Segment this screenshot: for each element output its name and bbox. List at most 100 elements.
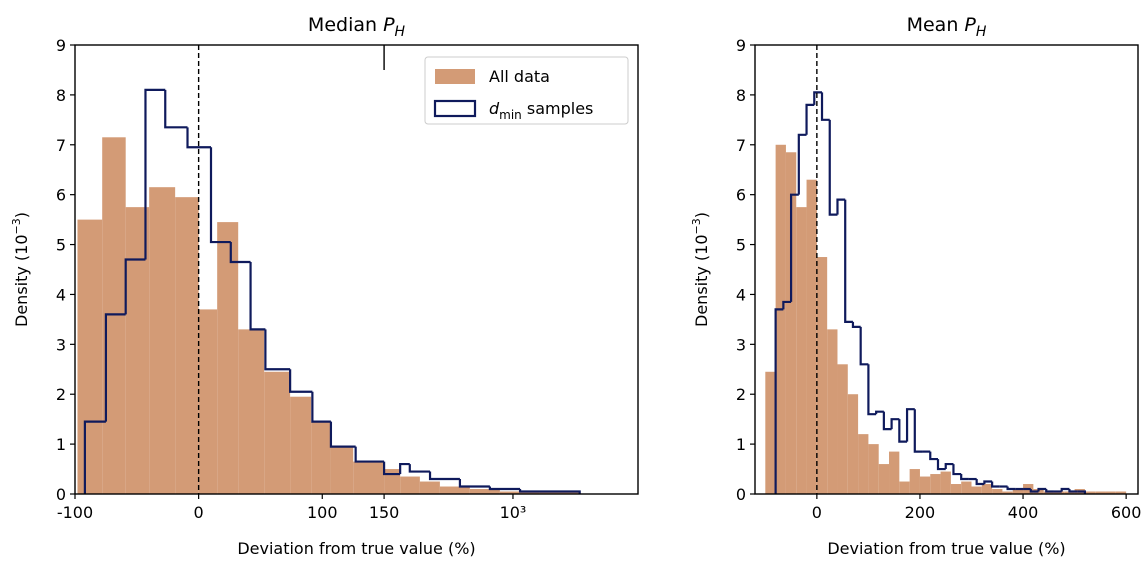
hist-step <box>354 446 385 463</box>
hist-bar <box>539 492 580 494</box>
hist-step <box>836 198 846 215</box>
hist-bar <box>125 207 150 494</box>
hist-bar <box>919 476 931 494</box>
hist-bar <box>1115 491 1127 494</box>
hist-step <box>782 300 792 310</box>
hist-bar <box>785 152 797 494</box>
hist-bar <box>1002 491 1013 494</box>
hist-step <box>991 481 1000 488</box>
hist-step <box>983 480 993 485</box>
x-tick-label: 0 <box>194 503 204 522</box>
legend-swatch <box>435 69 475 84</box>
legend-label: All data <box>489 67 550 86</box>
hist-step <box>1077 490 1087 494</box>
hist-bar <box>1105 491 1116 494</box>
hist-bar <box>419 481 440 494</box>
hist-step <box>867 364 877 416</box>
axes-frame <box>74 44 639 495</box>
hist-step <box>774 308 784 494</box>
hist-bar <box>400 476 420 494</box>
x-tick-label: 100 <box>307 503 338 522</box>
hist-bar <box>353 461 385 494</box>
hist-bar <box>827 329 838 494</box>
hist-bar <box>899 481 910 494</box>
hist-step <box>929 451 938 461</box>
hist-bar <box>961 481 972 494</box>
hist-step <box>1006 486 1016 491</box>
hist-step <box>898 419 908 443</box>
hist-step <box>960 474 969 481</box>
hist-step <box>1045 489 1054 493</box>
y-tick-label: 0 <box>56 485 66 504</box>
hist-step <box>813 91 823 105</box>
hist-step <box>104 313 126 422</box>
chart-title: Median PH <box>308 14 406 40</box>
y-tick-label: 1 <box>56 435 66 454</box>
hist-bar <box>837 364 848 494</box>
hist-step <box>458 479 490 488</box>
y-tick-label: 5 <box>736 236 746 255</box>
y-tick-label: 3 <box>56 335 66 354</box>
hist-bar <box>858 434 869 494</box>
hist-step <box>399 462 410 475</box>
hist-step <box>209 147 231 244</box>
y-tick-label: 0 <box>736 485 746 504</box>
legend-label: dmin samples <box>489 99 593 122</box>
hist-bar <box>992 489 1003 494</box>
hist-bar <box>469 489 500 494</box>
hist-bar <box>796 207 807 494</box>
hist-step <box>944 462 954 470</box>
hist-step <box>844 199 853 323</box>
hist-bar <box>909 469 920 494</box>
hist-bar <box>217 222 239 494</box>
x-tick-label: 10³ <box>500 503 527 522</box>
hist-bar <box>765 371 776 494</box>
hist-step <box>905 408 915 442</box>
hist-step <box>936 459 946 471</box>
x-axis-label: Deviation from true value (%) <box>237 539 475 558</box>
panel: 0 1 2 3 4 5 6 7 8 9 0 200 400 600 Mean PH Deviation fro… <box>690 14 1141 558</box>
hist-step <box>488 486 521 491</box>
hist-bar <box>311 421 331 494</box>
hist-step <box>797 133 807 195</box>
hist-bar <box>940 471 951 494</box>
hist-step <box>249 262 266 331</box>
hist-step <box>289 369 313 393</box>
y-tick-label: 6 <box>56 186 66 205</box>
hist-step <box>144 88 166 260</box>
hist-bar <box>384 469 401 494</box>
y-tick-label: 2 <box>736 385 746 404</box>
y-tick-label: 4 <box>56 285 66 304</box>
y-axis-label: Density (10−3) <box>690 212 711 327</box>
hist-bar <box>1012 489 1024 494</box>
y-tick-label: 8 <box>56 86 66 105</box>
x-axis-label: Deviation from true value (%) <box>827 539 1065 558</box>
hist-bar <box>264 371 291 494</box>
x-tick-label: 150 <box>369 503 400 522</box>
hist-step <box>1068 489 1078 493</box>
hist-bar <box>77 219 103 494</box>
hist-step <box>913 409 923 453</box>
hist-step <box>264 329 291 371</box>
hist-step <box>83 420 106 494</box>
y-axis-label: Density (10−3) <box>10 212 31 327</box>
hist-step <box>789 193 799 302</box>
hist-bar <box>1084 491 1096 494</box>
legend-swatch <box>433 99 477 118</box>
hist-bar <box>816 257 828 494</box>
hist-step <box>408 464 431 473</box>
x-tick-label: 600 <box>1111 503 1142 522</box>
x-tick-label: 200 <box>905 503 936 522</box>
x-tick-label: 400 <box>1008 503 1039 522</box>
hist-bar <box>499 491 540 494</box>
y-tick-label: 9 <box>736 36 746 55</box>
hist-step <box>1037 487 1047 492</box>
hist-bar <box>238 329 265 494</box>
hist-step <box>164 89 188 129</box>
hist-bar <box>775 144 786 494</box>
hist-bar <box>198 309 218 494</box>
hist-step <box>229 242 251 264</box>
hist-step <box>518 489 581 494</box>
